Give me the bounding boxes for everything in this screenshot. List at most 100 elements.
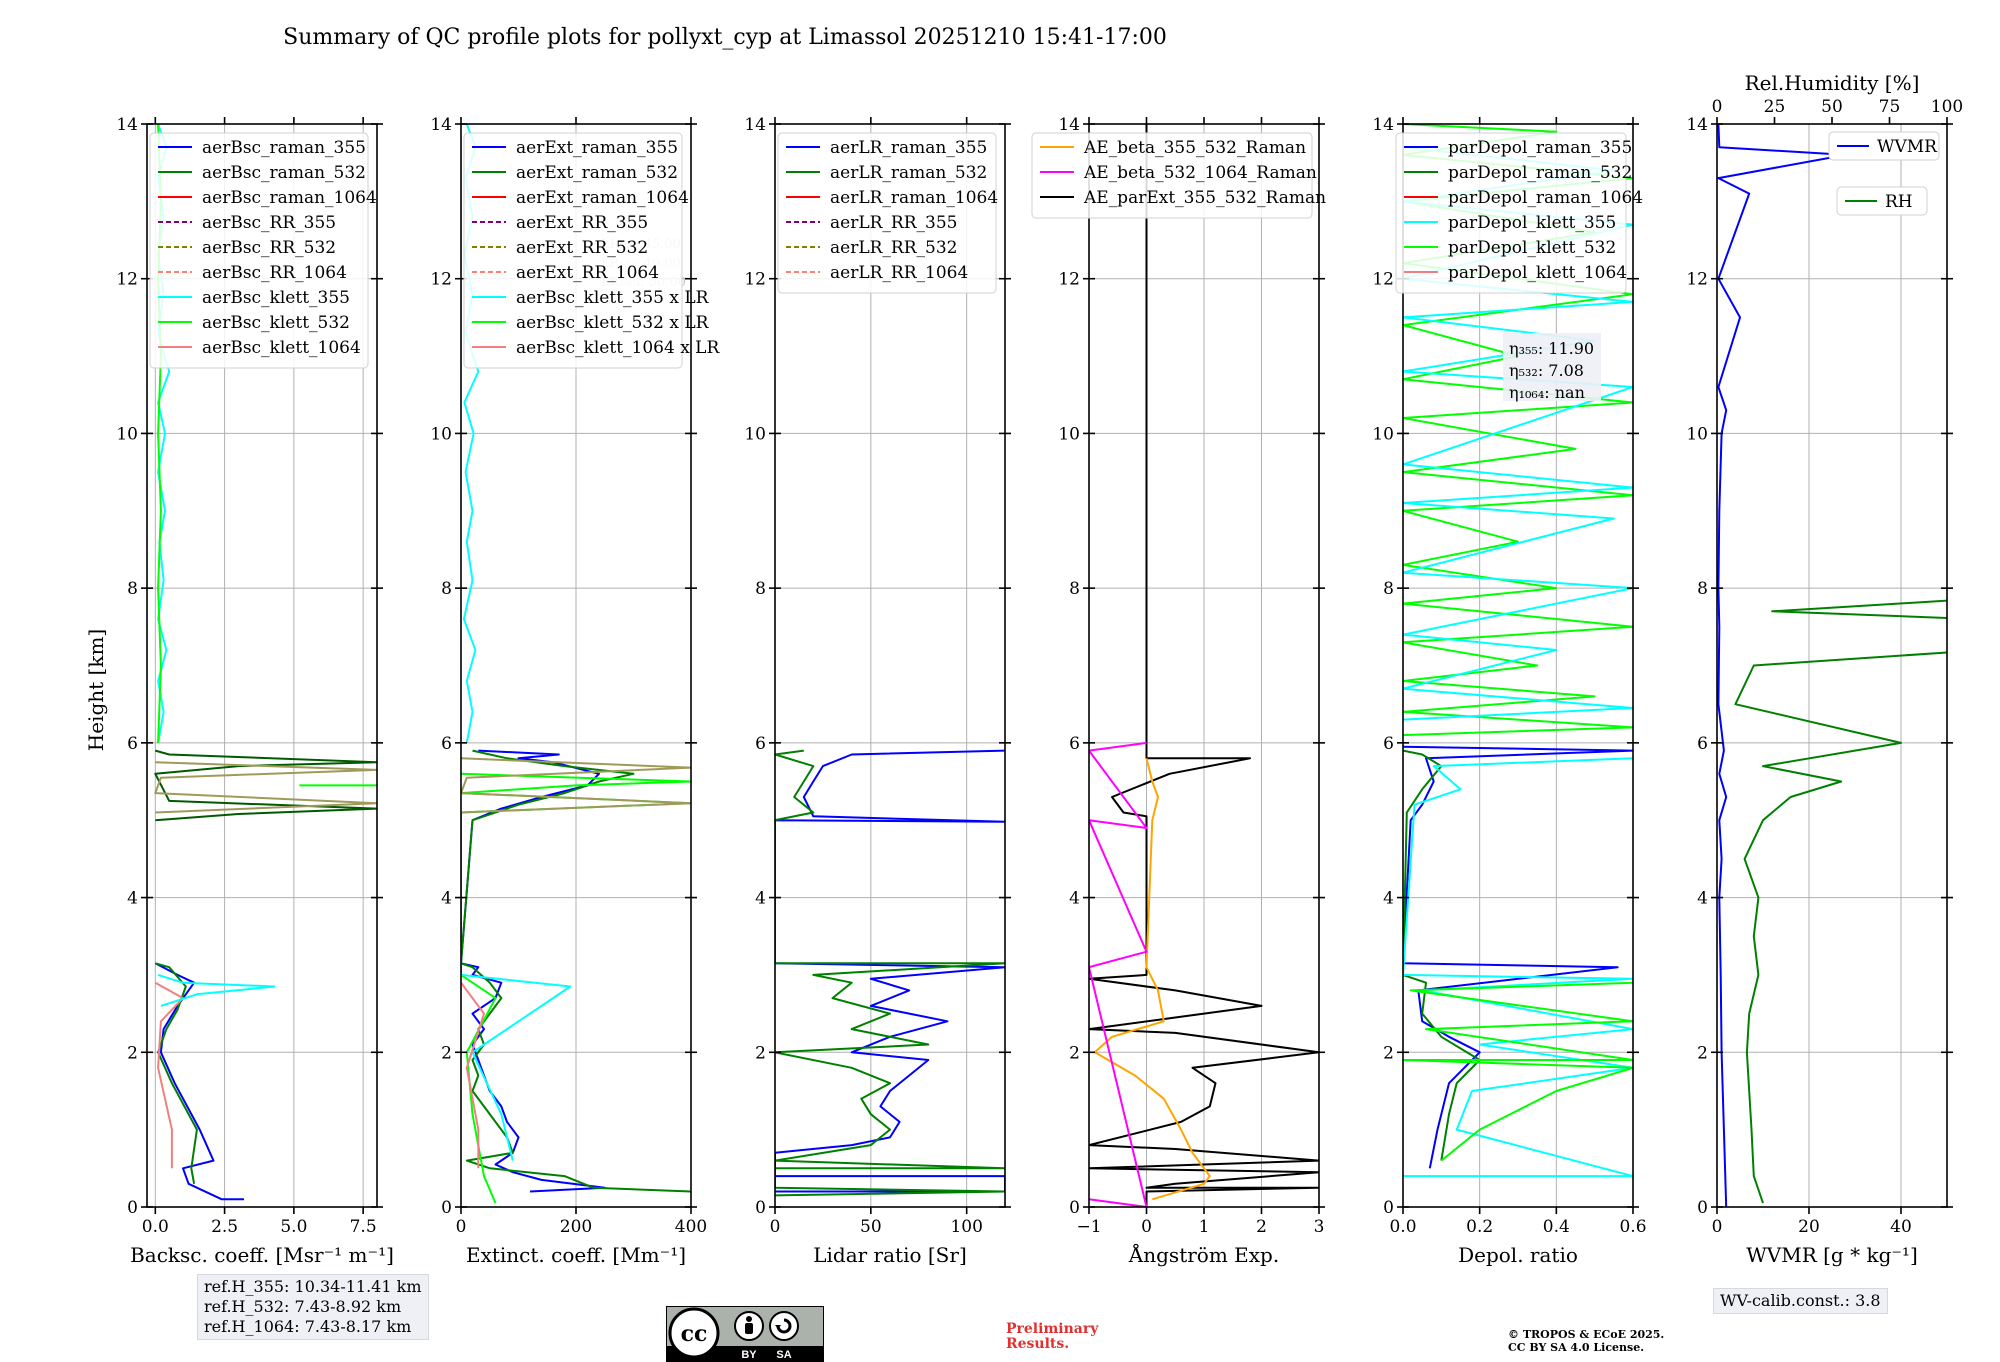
y-tick-label: 12 — [1058, 270, 1080, 290]
y-tick-label: 6 — [127, 734, 138, 754]
y-tick-label: 4 — [1383, 889, 1394, 909]
x-tick-label: 200 — [560, 1217, 592, 1237]
legend-label: aerExt_raman_532 — [516, 163, 678, 183]
series-aerBsc_rr_layer — [154, 761, 377, 814]
legend-frame — [1395, 132, 1627, 294]
top-x-tick-label: 100 — [1931, 97, 1963, 117]
y-tick-label: 8 — [1383, 579, 1394, 599]
y-tick-label: 6 — [441, 734, 452, 754]
eta-label: η₃₅₅: 11.90 — [1509, 339, 1594, 358]
series-RH — [1734, 599, 1947, 1204]
legend: parDepol_raman_355 parDepol_raman_532 parD… — [1395, 132, 1643, 294]
x-axis-label: WVMR [g * kg⁻¹] — [1746, 1243, 1918, 1267]
ref-height-532: ref.H_532: 7.43-8.92 km — [204, 1297, 402, 1316]
x-axis-label: Lidar ratio [Sr] — [813, 1243, 967, 1267]
eta-label: η₁₀₆₄: nan — [1509, 383, 1585, 402]
legend-frame — [1828, 131, 1940, 161]
eta-label: η₅₃₂: 7.08 — [1509, 361, 1584, 380]
preliminary-line-2: Results. — [1006, 1336, 1070, 1352]
legend-frame — [1031, 132, 1313, 219]
legend: aerBsc_raman_355 aerBsc_raman_532 aerBsc_r… — [149, 132, 377, 369]
panel-depol: 0 2 4 6 8 10 12 14 0.0 0.2 0.4 0.6 Depol. ratio parDe… — [1372, 115, 1646, 1267]
x-axis-label: Depol. ratio — [1458, 1243, 1578, 1267]
legend-frame — [777, 132, 997, 294]
y-tick-label: 12 — [1686, 270, 1708, 290]
figure-title: Summary of QC profile plots for pollyxt_… — [283, 25, 1167, 50]
x-tick-label: 100 — [950, 1217, 982, 1237]
series-aerExt_rr_layer — [461, 757, 691, 814]
axes-frame — [774, 123, 1006, 1208]
legend-label: aerBsc_klett_532 x LR — [516, 313, 710, 333]
y-tick-label: 8 — [755, 579, 766, 599]
y-tick-label: 8 — [127, 579, 138, 599]
series-aerBsc_raman_355 — [154, 962, 244, 1201]
legend-label: AE_beta_355_532_Raman — [1083, 138, 1306, 158]
y-tick-label: 12 — [116, 270, 138, 290]
x-tick-label: 0 — [456, 1217, 467, 1237]
x-axis-label: Extinct. coeff. [Mm⁻¹] — [466, 1243, 686, 1267]
top-x-tick-label: 50 — [1821, 97, 1843, 117]
y-tick-label: 0 — [441, 1198, 452, 1218]
cc-icon — [668, 1307, 720, 1359]
y-tick-label: 10 — [1686, 424, 1708, 444]
legend-label: aerBsc_klett_355 — [202, 288, 350, 308]
y-tick-label: 14 — [430, 115, 452, 135]
y-tick-label: 10 — [744, 424, 766, 444]
series-aerLR_raman_355 — [775, 749, 1005, 1193]
legend-label: RH — [1885, 192, 1913, 212]
series-group — [1717, 124, 1947, 1207]
axes-frame — [146, 123, 378, 1208]
legend-label: parDepol_klett_532 — [1448, 238, 1616, 258]
series-aerBsc_klett_1064 — [154, 981, 184, 1169]
y-tick-label: 14 — [116, 115, 138, 135]
y-tick-label: 4 — [755, 889, 766, 909]
legend-label: aerBsc_RR_355 — [202, 213, 336, 233]
legend-label: parDepol_klett_355 — [1448, 213, 1616, 233]
y-tick-label: 10 — [1058, 424, 1080, 444]
series-aerBsc_raman_532 — [155, 962, 198, 1184]
x-tick-label: 0.4 — [1543, 1217, 1570, 1237]
y-tick-label: 12 — [744, 270, 766, 290]
y-tick-label: 8 — [441, 579, 452, 599]
series-aerExt_raman_355 — [461, 749, 606, 1193]
y-tick-label: 2 — [127, 1043, 138, 1063]
ref-height-355: ref.H_355: 10.34-11.41 km — [204, 1277, 422, 1296]
cc-by-sa-logo: cc BY SA — [666, 1306, 824, 1362]
y-tick-label: 0 — [755, 1198, 766, 1218]
y-tick-label: 14 — [1372, 115, 1394, 135]
x-tick-label: 0 — [1712, 1217, 1723, 1237]
legend-label: aerBsc_klett_1064 x LR — [516, 338, 720, 358]
y-tick-label: 2 — [1697, 1043, 1708, 1063]
legend-label: aerBsc_RR_532 — [202, 238, 336, 258]
series-AE_beta_532_1064_Raman — [1089, 741, 1148, 1207]
y-tick-label: 2 — [441, 1043, 452, 1063]
legend-label: aerExt_raman_355 — [516, 138, 678, 158]
legend-label: parDepol_raman_532 — [1448, 163, 1632, 183]
legend-label: aerBsc_raman_1064 — [202, 188, 377, 208]
series-group — [775, 749, 1005, 1197]
legend-label: aerExt_RR_355 — [516, 213, 648, 233]
x-tick-label: 50 — [860, 1217, 882, 1237]
top-x-tick-label: 0 — [1712, 97, 1723, 117]
axes-frame — [1402, 123, 1634, 1208]
y-tick-label: 4 — [441, 889, 452, 909]
legend-label: parDepol_raman_1064 — [1448, 188, 1643, 208]
x-tick-label: 1 — [1199, 1217, 1210, 1237]
x-tick-label: 0 — [770, 1217, 781, 1237]
x-tick-label: 20 — [1798, 1217, 1820, 1237]
wv-calibration-constant: WV-calib.const.: 3.8 — [1720, 1291, 1881, 1310]
x-tick-label: 0.2 — [1466, 1217, 1493, 1237]
x-tick-label: 0.0 — [1389, 1217, 1416, 1237]
y-tick-label: 2 — [1383, 1043, 1394, 1063]
ref-height-1064: ref.H_1064: 7.43-8.17 km — [204, 1317, 412, 1336]
series-aerExt_klett_532 — [461, 772, 691, 1204]
series-aerExt_klett_1064 — [461, 982, 485, 1169]
legend-label: aerExt_RR_532 — [516, 238, 648, 258]
y-axis-label: Height [km] — [84, 629, 108, 751]
y-tick-label: 0 — [1697, 1198, 1708, 1218]
x-tick-label: −1 — [1076, 1217, 1101, 1237]
legend-label: aerLR_raman_355 — [830, 138, 987, 158]
cc-by-label: BY — [741, 1349, 757, 1361]
preliminary-results-note: Preliminary Results. — [1006, 1322, 1098, 1352]
